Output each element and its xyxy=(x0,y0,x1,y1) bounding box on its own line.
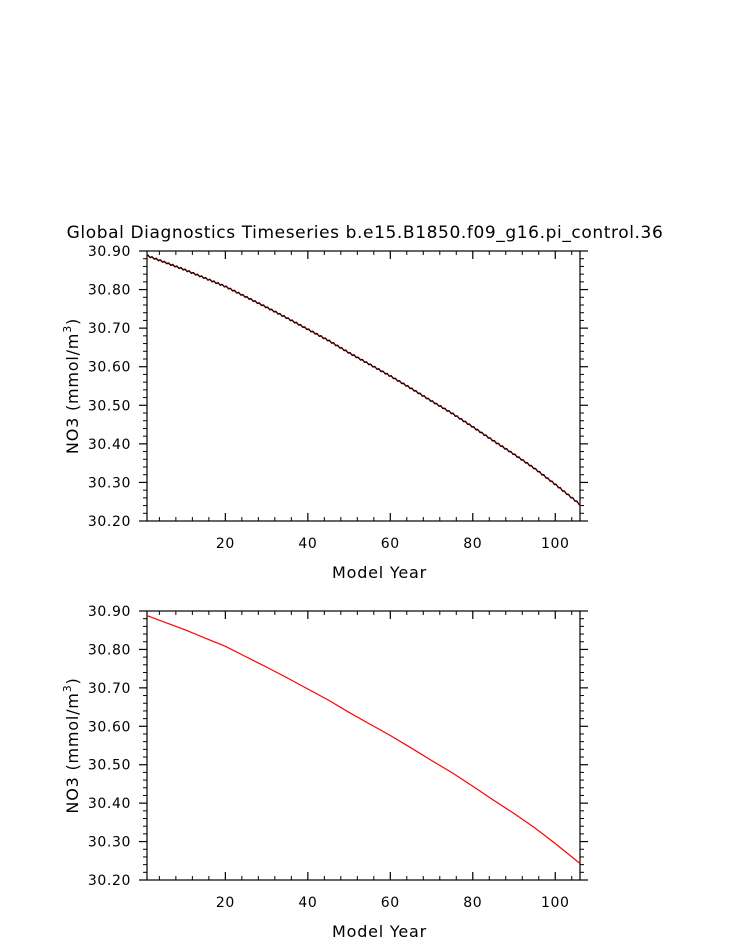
top-y-axis-label: NO3 (mmol/m3) xyxy=(61,318,82,454)
y-tick-label: 30.30 xyxy=(88,835,131,851)
top-series-line-black xyxy=(146,254,581,506)
y-axis-label-superscript: 3 xyxy=(61,684,74,692)
y-axis-label-close: ) xyxy=(63,318,82,325)
y-tick-label: 30.30 xyxy=(88,475,131,491)
top-x-axis-label: Model Year xyxy=(332,563,427,582)
top-panel: 20 40 60 80 100 30.20 30.30 30.40 30.50 30.60 30.7… xyxy=(61,244,588,582)
bottom-series-line-red xyxy=(146,615,581,864)
bottom-x-axis-label: Model Year xyxy=(332,922,427,941)
y-tick-label: 30.60 xyxy=(88,360,131,376)
x-tick-label: 40 xyxy=(298,895,317,911)
top-minor-ticks xyxy=(143,251,584,521)
x-tick-label: 20 xyxy=(216,536,235,552)
y-tick-label: 30.90 xyxy=(88,604,131,620)
y-axis-label-superscript: 3 xyxy=(61,325,74,333)
x-tick-label: 20 xyxy=(216,895,235,911)
x-tick-label: 60 xyxy=(381,895,400,911)
x-tick-label: 80 xyxy=(463,536,482,552)
x-tick-label: 100 xyxy=(541,536,570,552)
x-tick-label: 60 xyxy=(381,536,400,552)
chart-title: Global Diagnostics Timeseries b.e15.B185… xyxy=(67,223,664,243)
top-plot-frame xyxy=(146,250,581,522)
y-tick-label: 30.20 xyxy=(88,514,131,530)
y-tick-label: 30.40 xyxy=(88,796,131,812)
bottom-minor-ticks xyxy=(143,611,584,880)
top-series-line-red xyxy=(146,255,581,505)
y-axis-label-close: ) xyxy=(63,677,82,684)
y-axis-label-main: NO3 (mmol/m xyxy=(63,692,82,813)
y-tick-label: 30.60 xyxy=(88,719,131,735)
x-tick-label: 40 xyxy=(298,536,317,552)
y-tick-label: 30.90 xyxy=(88,244,131,260)
bottom-panel: 20 40 60 80 100 30.20 30.30 30.40 30.50 30.60 30.7… xyxy=(61,604,588,941)
y-tick-label: 30.50 xyxy=(88,398,131,414)
y-tick-label: 30.80 xyxy=(88,642,131,658)
bottom-plot-frame xyxy=(146,610,581,881)
y-tick-label: 30.20 xyxy=(88,873,131,889)
y-tick-label: 30.50 xyxy=(88,758,131,774)
bottom-y-axis-label: NO3 (mmol/m3) xyxy=(61,677,82,813)
y-tick-label: 30.70 xyxy=(88,681,131,697)
y-axis-label-main: NO3 (mmol/m xyxy=(63,333,82,454)
x-tick-label: 100 xyxy=(541,895,570,911)
y-tick-label: 30.40 xyxy=(88,437,131,453)
x-tick-label: 80 xyxy=(463,895,482,911)
y-tick-label: 30.70 xyxy=(88,321,131,337)
y-tick-label: 30.80 xyxy=(88,283,131,299)
